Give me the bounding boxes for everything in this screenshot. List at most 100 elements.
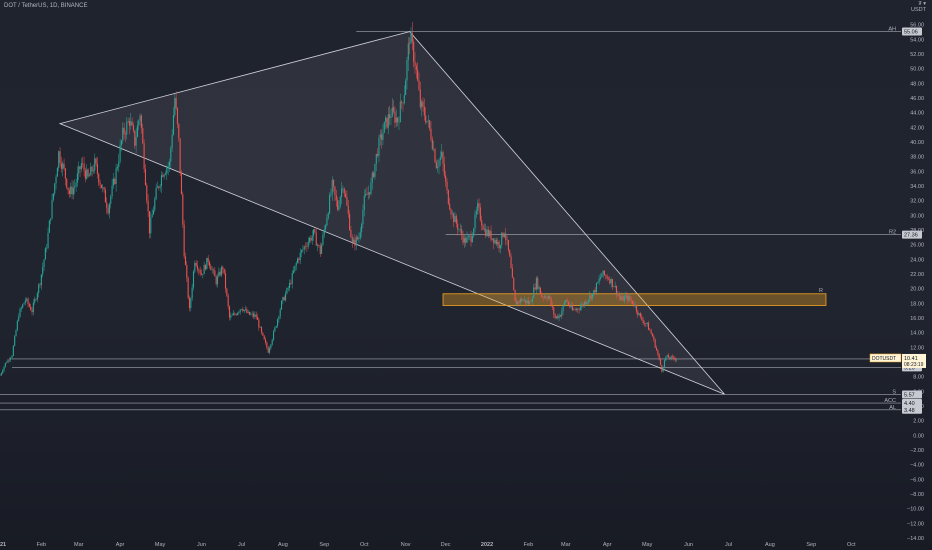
- candle-body: [39, 284, 41, 286]
- candle-body: [611, 279, 614, 287]
- candle-body: [383, 121, 385, 133]
- candle-body: [601, 274, 603, 278]
- candle-body: [96, 163, 98, 174]
- candle-body: [486, 229, 488, 237]
- candle-body: [22, 304, 24, 308]
- candle-body: [144, 168, 146, 186]
- candle-body: [447, 190, 449, 204]
- candle-body: [371, 172, 373, 183]
- candle-body: [554, 314, 556, 319]
- candle-body: [186, 264, 188, 278]
- candle-body: [212, 269, 215, 271]
- candle-body: [555, 316, 557, 319]
- candle-body: [222, 267, 224, 269]
- candle-body: [195, 262, 197, 266]
- resistance-label: R: [819, 288, 823, 294]
- candle-body: [238, 311, 240, 313]
- candle-body: [321, 244, 323, 254]
- candle-body: [108, 203, 110, 214]
- candle-body: [355, 237, 357, 246]
- price-tick-label: −12.00: [907, 521, 924, 527]
- candle-body: [42, 267, 44, 275]
- candle-body: [402, 102, 404, 104]
- candle-body: [293, 270, 295, 274]
- candle-body: [509, 250, 511, 257]
- candle-body: [20, 307, 22, 309]
- level-name: R2: [889, 230, 896, 236]
- candle-body: [331, 179, 333, 194]
- candle-body: [573, 309, 575, 311]
- candle-body: [128, 121, 130, 126]
- candle-body: [619, 296, 622, 300]
- symbol-header[interactable]: DOT / TetherUS, 1D, BINANCE: [4, 3, 88, 9]
- candle-body: [422, 101, 424, 107]
- current-price-value: 10.41: [904, 356, 918, 362]
- candle-body: [469, 235, 471, 237]
- candle-body: [187, 277, 189, 298]
- candle-body: [43, 259, 45, 268]
- candle-body: [673, 356, 675, 359]
- candle-body: [98, 173, 100, 183]
- candle-body: [363, 195, 365, 211]
- candle-body: [502, 232, 504, 237]
- candle-body: [558, 315, 560, 319]
- candle-body: [379, 134, 381, 138]
- candle-body: [385, 117, 387, 122]
- time-tick-label: Jul: [238, 542, 245, 548]
- price-tick-label: −4.00: [910, 463, 924, 469]
- candle-body: [259, 327, 261, 328]
- candle-body: [493, 238, 495, 244]
- candle-body: [135, 136, 137, 146]
- candle-body: [301, 250, 303, 253]
- candle-body: [215, 276, 217, 285]
- candle-body: [228, 306, 231, 318]
- candle-body: [132, 125, 134, 131]
- candle-body: [254, 314, 256, 317]
- candle-body: [613, 286, 615, 287]
- candle-body: [481, 220, 483, 226]
- candle-body: [287, 287, 289, 289]
- candle-body: [471, 236, 473, 243]
- candle-body: [203, 265, 205, 275]
- candle-body: [341, 188, 343, 197]
- candle-body: [438, 160, 440, 167]
- level-tag: [902, 399, 922, 408]
- candle-body: [425, 115, 427, 123]
- candle-body: [525, 299, 527, 304]
- candle-body: [587, 300, 590, 302]
- candle-body: [390, 116, 392, 118]
- level-name: ACC: [884, 398, 896, 404]
- candle-body: [2, 370, 4, 374]
- candle-body: [16, 320, 18, 331]
- candle-body: [120, 140, 122, 146]
- candle-body: [575, 308, 577, 310]
- candle-body: [0, 373, 2, 376]
- time-tick-label: Feb: [37, 542, 46, 548]
- candle-body: [0, 375, 1, 376]
- candle-body: [507, 240, 509, 251]
- candle-body: [526, 300, 528, 304]
- candle-body: [585, 301, 587, 304]
- candle-body: [667, 355, 670, 358]
- candle-body: [79, 166, 81, 170]
- candle-body: [274, 327, 276, 332]
- candle-body: [365, 194, 367, 196]
- candle-body: [210, 266, 212, 271]
- candle-body: [465, 238, 467, 243]
- price-tick-label: 44.00: [910, 111, 924, 117]
- candle-body: [637, 311, 639, 315]
- candle-body: [553, 307, 555, 315]
- candle-body: [46, 247, 48, 249]
- candle-body: [307, 241, 309, 247]
- candle-body: [409, 43, 411, 44]
- candle-body: [158, 186, 160, 188]
- candle-body: [208, 261, 211, 267]
- candle-body: [126, 122, 128, 135]
- candle-body: [18, 316, 20, 321]
- candle-body: [78, 166, 80, 174]
- price-tick-label: −6.00: [910, 477, 924, 483]
- candle-body: [542, 296, 544, 298]
- price-tick-label: 42.00: [910, 125, 924, 131]
- candle-body: [413, 41, 415, 62]
